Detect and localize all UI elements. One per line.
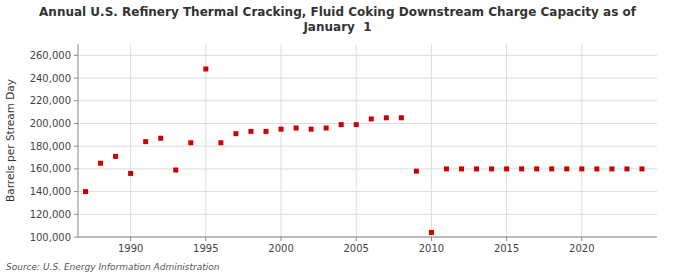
point <box>444 166 449 171</box>
y-grid-line <box>78 237 657 238</box>
point <box>474 166 479 171</box>
y-tick <box>74 100 78 101</box>
point <box>429 230 434 235</box>
x-tick <box>281 237 282 241</box>
point <box>248 129 253 134</box>
x-tick <box>356 237 357 241</box>
y-tick-label: 140,000 <box>30 186 71 197</box>
x-tick <box>581 237 582 241</box>
x-grid-line <box>431 44 432 237</box>
y-grid-line <box>78 55 657 56</box>
y-tick <box>74 55 78 56</box>
point <box>218 140 223 145</box>
x-tick <box>130 237 131 241</box>
y-tick <box>74 123 78 124</box>
x-grid-line <box>130 44 131 237</box>
x-grid-line <box>356 44 357 237</box>
x-tick-label: 2015 <box>494 243 519 254</box>
y-tick <box>74 214 78 215</box>
y-tick <box>74 146 78 147</box>
point <box>173 168 178 173</box>
point <box>519 166 524 171</box>
y-grid-line <box>78 78 657 79</box>
point <box>113 154 118 159</box>
title: Annual U.S. Refinery Thermal Cracking, F… <box>39 5 637 34</box>
x-tick-label: 2020 <box>569 243 594 254</box>
point <box>83 189 88 194</box>
y-tick-label: 100,000 <box>30 232 71 243</box>
point <box>459 166 464 171</box>
point <box>414 169 419 174</box>
point <box>384 115 389 120</box>
x-tick <box>205 237 206 241</box>
y-tick-label: 200,000 <box>30 118 71 129</box>
y-grid-line <box>78 146 657 147</box>
y-tick <box>74 168 78 169</box>
point <box>309 127 314 132</box>
y-grid-line <box>78 100 657 101</box>
point <box>399 115 404 120</box>
point <box>504 166 509 171</box>
point <box>339 122 344 127</box>
point <box>489 166 494 171</box>
point <box>354 122 359 127</box>
point <box>549 166 554 171</box>
x-tick-label: 2010 <box>419 243 444 254</box>
point <box>594 166 599 171</box>
grid <box>78 44 657 237</box>
point <box>233 131 238 136</box>
y-tick <box>74 237 78 238</box>
point <box>98 161 103 166</box>
point <box>579 166 584 171</box>
y-grid-line <box>78 168 657 169</box>
point <box>158 136 163 141</box>
point <box>639 166 644 171</box>
y-grid-line <box>78 191 657 192</box>
x-grid-line <box>281 44 282 237</box>
point <box>324 126 329 131</box>
point <box>263 129 268 134</box>
y-tick <box>74 78 78 79</box>
y-axis-label: Barrels per Stream Day <box>4 79 16 202</box>
y-tick-label: 160,000 <box>30 163 71 174</box>
point <box>143 139 148 144</box>
x-grid-line <box>205 44 206 237</box>
y-grid-line <box>78 123 657 124</box>
point <box>128 171 133 176</box>
x-tick <box>506 237 507 241</box>
x-grid-line <box>581 44 582 237</box>
point <box>564 166 569 171</box>
point <box>624 166 629 171</box>
point <box>188 140 193 145</box>
point <box>279 127 284 132</box>
chart: Annual U.S. Refinery Thermal Cracking, F… <box>0 0 675 275</box>
y-tick-label: 120,000 <box>30 209 71 220</box>
point <box>203 66 208 71</box>
point <box>369 116 374 121</box>
y-tick-label: 220,000 <box>30 95 71 106</box>
x-tick-label: 1990 <box>118 243 143 254</box>
title-line: January 1 <box>302 20 371 34</box>
x-tick-label: 2005 <box>343 243 368 254</box>
x-tick-label: 2000 <box>268 243 293 254</box>
point <box>534 166 539 171</box>
x-grid-line <box>506 44 507 237</box>
x-tick-label: 1995 <box>193 243 218 254</box>
y-axis-line <box>78 44 79 237</box>
title-line: Annual U.S. Refinery Thermal Cracking, F… <box>39 5 637 19</box>
points <box>83 66 644 234</box>
point <box>609 166 614 171</box>
y-tick <box>74 191 78 192</box>
y-tick-label: 240,000 <box>30 73 71 84</box>
x-tick <box>431 237 432 241</box>
source: Source: U.S. Energy Information Administ… <box>6 262 220 272</box>
y-tick-label: 180,000 <box>30 141 71 152</box>
point <box>294 126 299 131</box>
y-grid-line <box>78 214 657 215</box>
x-axis-line <box>78 237 657 238</box>
y-tick-label: 260,000 <box>30 50 71 61</box>
